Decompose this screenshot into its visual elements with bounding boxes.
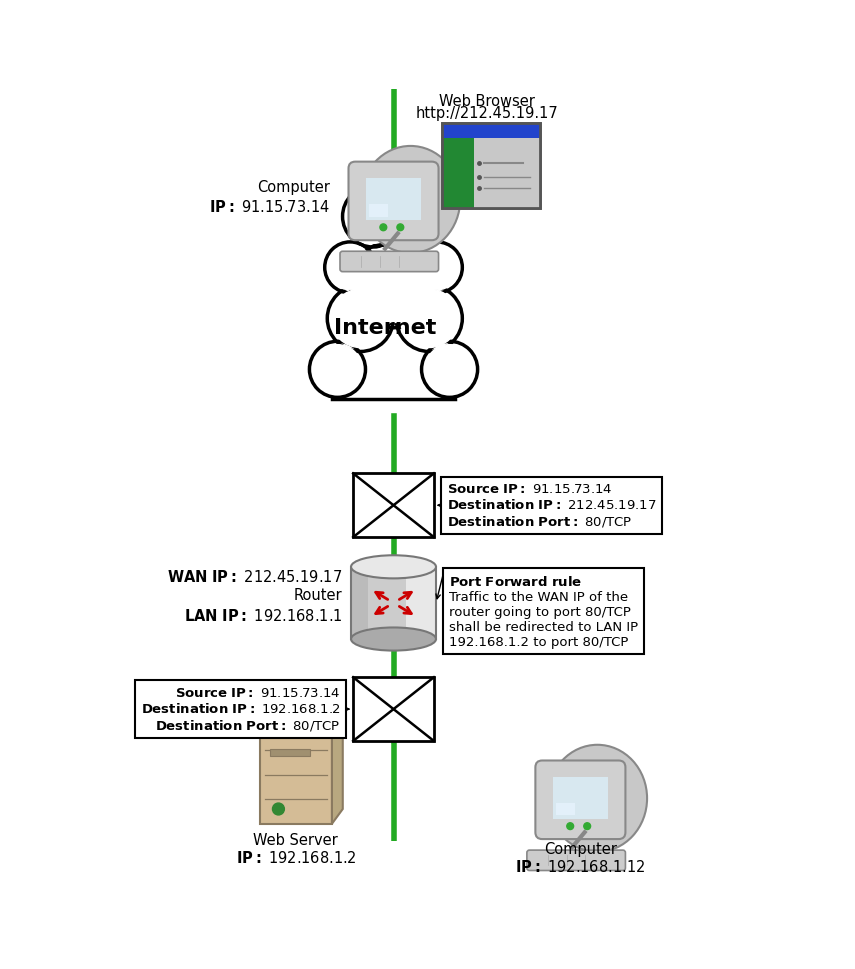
FancyBboxPatch shape: [366, 179, 421, 221]
Circle shape: [584, 823, 591, 829]
FancyBboxPatch shape: [369, 204, 388, 217]
Circle shape: [387, 190, 441, 244]
Polygon shape: [260, 686, 343, 701]
FancyBboxPatch shape: [553, 777, 608, 820]
Text: $\mathbf{Port\ Forward\ rule}$
Traffic to the WAN IP of the
router going to port: $\mathbf{Port\ Forward\ rule}$ Traffic t…: [449, 575, 638, 649]
Text: $\mathbf{LAN\ IP:}$ 192.168.1.1: $\mathbf{LAN\ IP:}$ 192.168.1.1: [184, 608, 343, 623]
FancyBboxPatch shape: [353, 677, 433, 741]
Circle shape: [331, 290, 390, 348]
Text: Computer: Computer: [544, 841, 616, 856]
Circle shape: [327, 246, 373, 291]
Text: $\mathbf{IP:}$ 192.168.1.2: $\mathbf{IP:}$ 192.168.1.2: [236, 850, 356, 865]
Circle shape: [327, 286, 393, 352]
Circle shape: [383, 187, 445, 248]
Text: $\mathbf{Source\ IP:}$ 91.15.73.14
$\mathbf{Destination\ IP:}$ 192.168.1.2
$\mat: $\mathbf{Source\ IP:}$ 91.15.73.14 $\mat…: [140, 686, 340, 733]
Circle shape: [310, 342, 365, 398]
FancyBboxPatch shape: [442, 124, 540, 208]
Circle shape: [346, 190, 400, 244]
FancyBboxPatch shape: [535, 761, 625, 839]
Text: Web Browser: Web Browser: [439, 94, 535, 109]
Text: $\mathbf{IP:}$ 91.15.73.14: $\mathbf{IP:}$ 91.15.73.14: [209, 199, 330, 215]
FancyBboxPatch shape: [333, 260, 455, 413]
Circle shape: [422, 342, 478, 398]
Text: $\mathbf{IP:}$ 192.168.1.12: $\mathbf{IP:}$ 192.168.1.12: [516, 858, 646, 874]
Circle shape: [351, 242, 437, 328]
Ellipse shape: [548, 745, 647, 852]
Text: Internet: Internet: [333, 318, 436, 337]
FancyBboxPatch shape: [556, 803, 575, 816]
Circle shape: [356, 247, 432, 324]
Circle shape: [425, 345, 475, 394]
Circle shape: [313, 345, 363, 394]
Circle shape: [400, 290, 458, 348]
Ellipse shape: [351, 628, 436, 651]
Text: Web Server: Web Server: [253, 832, 339, 848]
Text: Computer: Computer: [257, 180, 330, 195]
FancyBboxPatch shape: [270, 749, 310, 756]
Circle shape: [567, 823, 574, 829]
Circle shape: [411, 242, 463, 294]
FancyBboxPatch shape: [442, 140, 474, 208]
FancyBboxPatch shape: [353, 474, 433, 538]
Circle shape: [396, 286, 463, 352]
Text: $\mathbf{Source\ IP:}$ 91.15.73.14
$\mathbf{Destination\ IP:}$ 212.45.19.17
$\ma: $\mathbf{Source\ IP:}$ 91.15.73.14 $\mat…: [446, 483, 657, 529]
Circle shape: [273, 803, 285, 815]
Text: $\mathbf{WAN\ IP:}$ 212.45.19.17: $\mathbf{WAN\ IP:}$ 212.45.19.17: [168, 568, 343, 584]
Circle shape: [325, 242, 375, 294]
Text: http://212.45.19.17: http://212.45.19.17: [416, 107, 558, 121]
Ellipse shape: [361, 146, 460, 254]
FancyBboxPatch shape: [406, 567, 436, 640]
FancyBboxPatch shape: [351, 567, 436, 640]
Circle shape: [380, 225, 386, 232]
FancyBboxPatch shape: [442, 124, 540, 140]
FancyBboxPatch shape: [349, 163, 439, 241]
Ellipse shape: [351, 555, 436, 578]
FancyBboxPatch shape: [351, 567, 368, 640]
FancyBboxPatch shape: [474, 140, 540, 208]
Polygon shape: [332, 686, 343, 824]
Circle shape: [397, 225, 404, 232]
FancyBboxPatch shape: [527, 850, 625, 870]
FancyBboxPatch shape: [260, 701, 332, 824]
Circle shape: [343, 187, 404, 248]
Text: Router: Router: [294, 587, 343, 603]
FancyBboxPatch shape: [340, 252, 439, 272]
Circle shape: [415, 246, 459, 291]
